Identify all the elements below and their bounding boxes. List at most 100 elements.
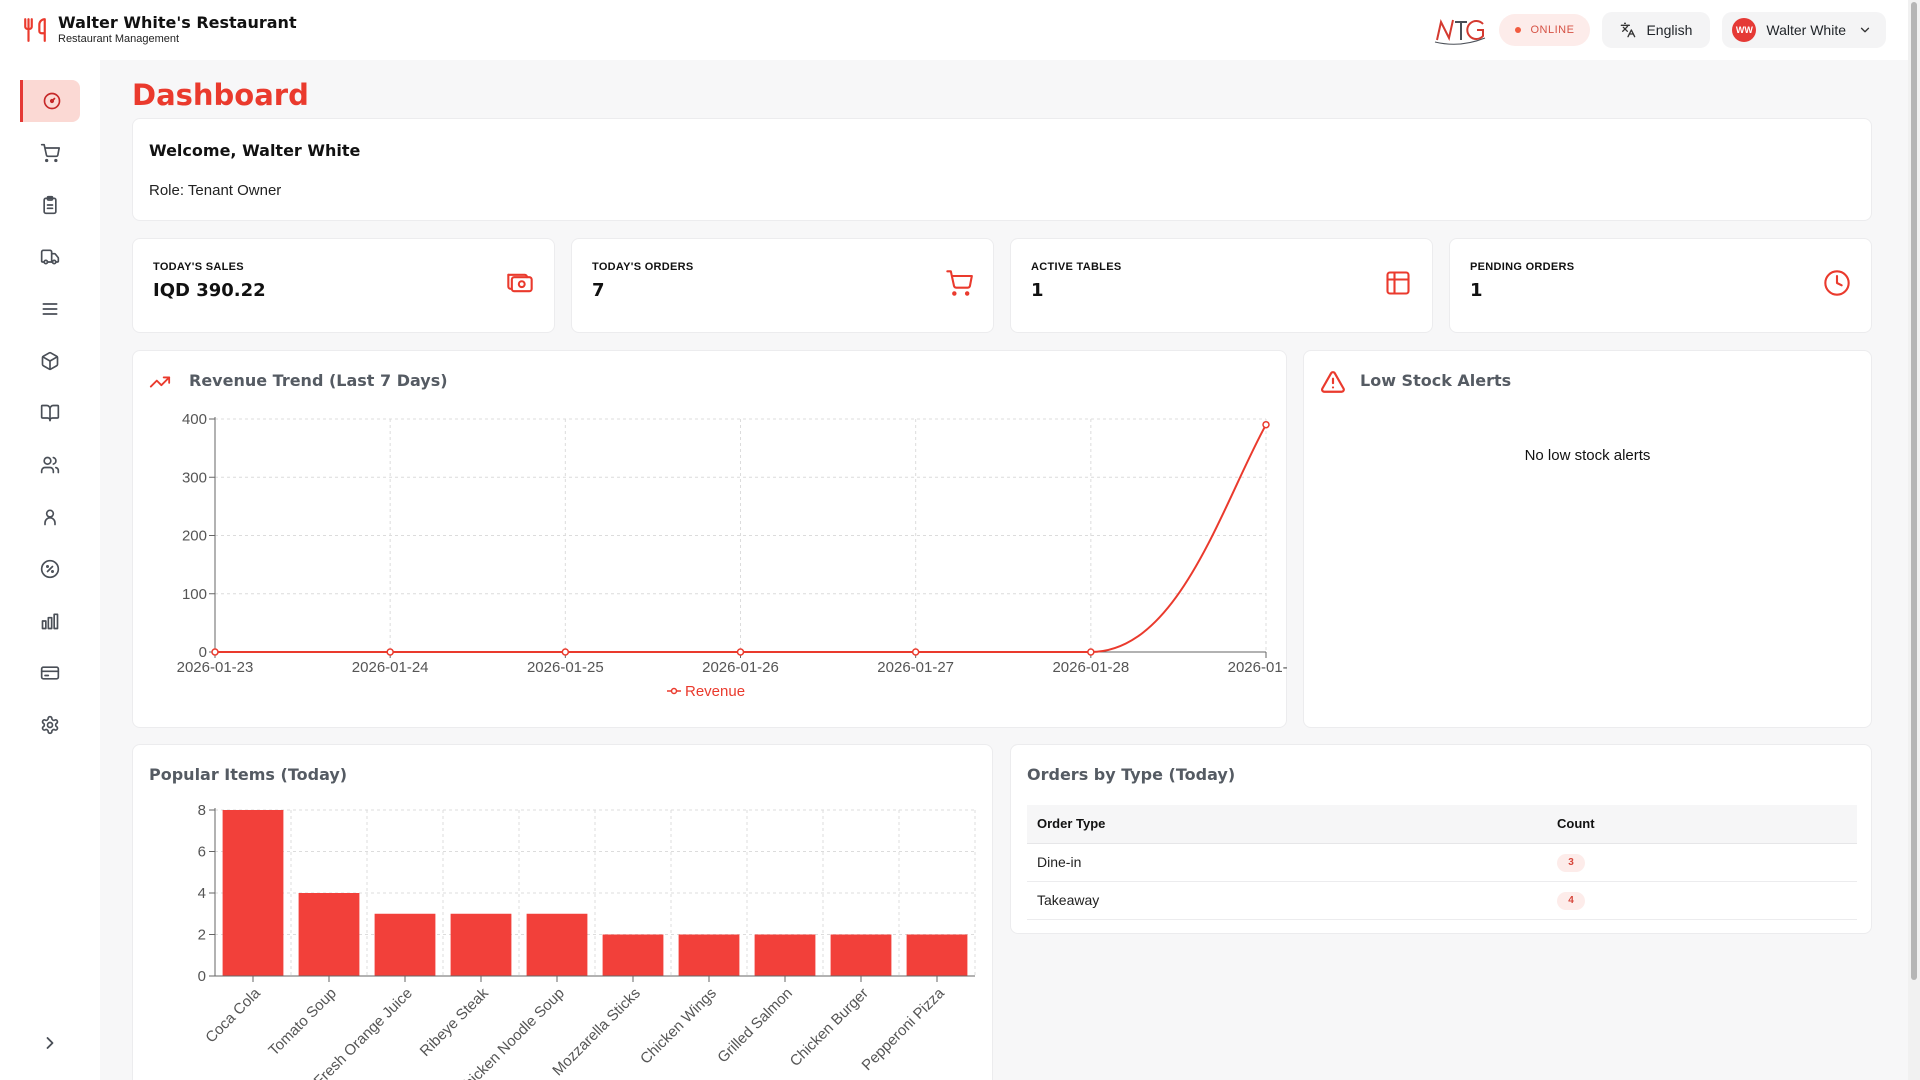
users-icon bbox=[40, 456, 60, 474]
sidebar-item-orders[interactable] bbox=[20, 132, 80, 174]
brand[interactable]: Walter White's Restaurant Restaurant Man… bbox=[22, 12, 297, 45]
language-label: English bbox=[1646, 22, 1693, 38]
online-status-badge: ONLINE bbox=[1498, 14, 1591, 46]
sidebar-item-staff[interactable] bbox=[20, 444, 80, 486]
legend-point-marker bbox=[670, 687, 678, 695]
revenue-trend-title: Revenue Trend (Last 7 Days) bbox=[189, 371, 448, 390]
stat-label: PENDING ORDERS bbox=[1470, 261, 1575, 273]
column-header-count: Count bbox=[1547, 805, 1857, 844]
revenue-point bbox=[386, 648, 394, 656]
y-tick-label: 300 bbox=[182, 469, 207, 486]
orders-by-type-card: Orders by Type (Today) Order Type Count … bbox=[1010, 744, 1872, 934]
chevron-down-icon bbox=[1860, 27, 1870, 33]
status-dot-icon bbox=[1514, 27, 1521, 33]
bar bbox=[298, 893, 360, 976]
order-type-cell: Takeaway bbox=[1027, 881, 1547, 920]
orders-by-type-title: Orders by Type (Today) bbox=[1027, 765, 1236, 784]
revenue-point bbox=[211, 648, 219, 656]
x-tick-label: 2026-01-27 bbox=[877, 659, 954, 676]
table-row: Dine-in 3 bbox=[1027, 843, 1857, 882]
revenue-line-chart: 0 100 200 300 400 2026-01-23 2026-01-24 2026-01… bbox=[177, 411, 1288, 700]
sidebar-item-payments[interactable] bbox=[20, 652, 80, 694]
bar bbox=[450, 913, 512, 976]
popular-items-card: Popular Items (Today) 0 2 4 6 8 Coca Cola Toma… bbox=[132, 744, 993, 1080]
x-tick-label: Coca Cola bbox=[202, 984, 264, 1046]
column-header-order-type: Order Type bbox=[1027, 805, 1547, 844]
bar-chart-icon bbox=[41, 613, 59, 630]
translate-icon bbox=[1621, 22, 1636, 38]
sidebar-item-menu[interactable] bbox=[20, 288, 80, 330]
sidebar-item-inventory[interactable] bbox=[20, 340, 80, 382]
page-scrollbar[interactable] bbox=[1908, 0, 1920, 1080]
stat-value: 1 bbox=[1031, 280, 1044, 301]
clock-icon bbox=[1824, 270, 1850, 296]
revenue-trend-card: Revenue Trend (Last 7 Days) 0 100 200 300 40… bbox=[132, 350, 1288, 728]
online-status-text: ONLINE bbox=[1530, 24, 1575, 36]
count-cell: 4 bbox=[1547, 881, 1857, 920]
truck-icon bbox=[40, 249, 60, 265]
bar bbox=[602, 934, 664, 976]
bar bbox=[526, 913, 588, 976]
restaurant-name: Walter White's Restaurant bbox=[58, 12, 297, 32]
revenue-point bbox=[561, 648, 570, 656]
dashboard-icon bbox=[43, 92, 60, 110]
x-tick-label: 2026-01-28 bbox=[1052, 659, 1129, 676]
count-badge: 3 bbox=[1557, 854, 1585, 872]
sidebar-item-recipes[interactable] bbox=[20, 392, 80, 434]
x-tick-label: 2026-01-23 bbox=[177, 659, 254, 676]
stat-label: ACTIVE TABLES bbox=[1031, 261, 1122, 273]
sidebar-item-customers[interactable] bbox=[20, 496, 80, 538]
cart-icon bbox=[946, 270, 973, 296]
user-name: Walter White bbox=[1766, 22, 1846, 38]
sidebar-item-delivery[interactable] bbox=[20, 236, 80, 278]
app-subtitle: Restaurant Management bbox=[58, 32, 180, 45]
user-icon bbox=[44, 509, 56, 526]
legend-label: Revenue bbox=[685, 683, 745, 700]
y-tick-label: 0 bbox=[199, 644, 207, 661]
y-tick-label: 100 bbox=[182, 586, 207, 603]
sidebar-item-dashboard[interactable] bbox=[20, 80, 80, 122]
scrollbar-thumb[interactable] bbox=[1911, 2, 1917, 980]
low-stock-card: Low Stock Alerts No low stock alerts bbox=[1303, 350, 1872, 728]
stat-value: IQD 390.22 bbox=[153, 280, 266, 301]
x-tick-label: 2026-01-26 bbox=[702, 659, 779, 676]
count-badge: 4 bbox=[1557, 892, 1585, 910]
credit-card-icon bbox=[40, 666, 60, 680]
table-header-row: Order Type Count bbox=[1027, 805, 1857, 844]
user-menu-button[interactable]: WW Walter White bbox=[1722, 12, 1886, 48]
book-icon bbox=[40, 404, 60, 422]
x-tick-label: Grilled Salmon bbox=[714, 985, 796, 1067]
x-tick-label: 2026-01-25 bbox=[527, 659, 604, 676]
stat-value: 7 bbox=[592, 280, 605, 301]
sidebar-collapse-button[interactable] bbox=[20, 1022, 80, 1064]
no-alerts-text: No low stock alerts bbox=[1524, 447, 1651, 464]
settings-icon bbox=[41, 715, 59, 735]
bar bbox=[906, 934, 968, 976]
trending-up-icon bbox=[149, 376, 171, 388]
x-tick-label: 2026-01-24 bbox=[352, 659, 429, 676]
sidebar-item-reports[interactable] bbox=[20, 184, 80, 226]
revenue-point bbox=[736, 648, 745, 656]
popular-items-title: Popular Items (Today) bbox=[149, 765, 348, 784]
menu-lines-icon bbox=[42, 303, 58, 315]
welcome-title: Welcome, Walter White bbox=[149, 141, 361, 160]
stat-card-pending: PENDING ORDERS 1 bbox=[1449, 238, 1872, 333]
stat-card-orders: TODAY'S ORDERS 7 bbox=[571, 238, 994, 333]
sidebar bbox=[0, 60, 100, 1080]
x-tick-label: Chicken Wings bbox=[637, 985, 720, 1068]
sidebar-item-discounts[interactable] bbox=[20, 548, 80, 590]
bar bbox=[830, 934, 892, 976]
sidebar-item-analytics[interactable] bbox=[20, 600, 80, 642]
y-tick-label: 4 bbox=[198, 885, 206, 902]
y-tick-label: 200 bbox=[182, 528, 207, 545]
y-tick-label: 2 bbox=[198, 927, 206, 944]
language-selector[interactable]: English bbox=[1602, 12, 1711, 48]
cash-icon bbox=[507, 273, 533, 293]
x-tick-label: Pepperoni Pizza bbox=[859, 984, 949, 1074]
clipboard-icon bbox=[43, 195, 57, 215]
stat-label: TODAY'S ORDERS bbox=[592, 261, 694, 273]
bar bbox=[222, 810, 284, 976]
sidebar-item-settings[interactable] bbox=[20, 704, 80, 746]
y-tick-label: 0 bbox=[198, 968, 206, 985]
bar bbox=[754, 934, 816, 976]
